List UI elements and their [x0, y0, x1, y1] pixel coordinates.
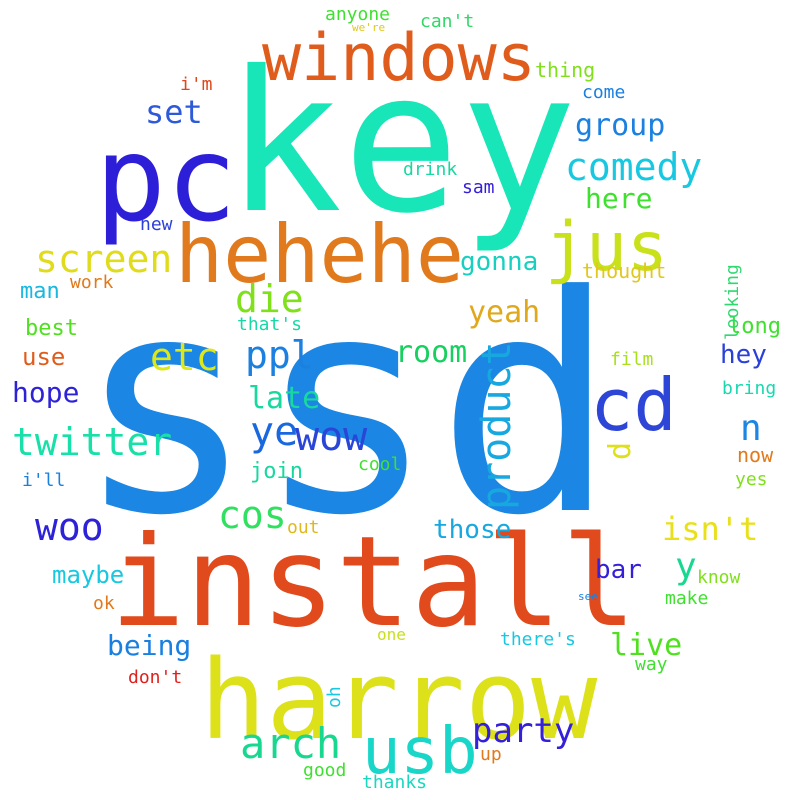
word-now: now: [737, 443, 774, 467]
word-install: install: [110, 510, 637, 655]
word-screen: screen: [35, 237, 172, 281]
word-work: work: [70, 272, 114, 293]
word-die: die: [235, 277, 304, 321]
word-see: see: [578, 590, 598, 603]
word-pc: pc: [95, 110, 237, 248]
word-come: come: [582, 82, 625, 103]
word-i-m: i'm: [180, 74, 213, 95]
word-live: live: [610, 628, 682, 663]
word-ok: ok: [93, 593, 115, 614]
word-drink: drink: [403, 159, 457, 180]
word-hope: hope: [12, 376, 79, 409]
word-long: long: [728, 314, 781, 339]
word-party: party: [472, 711, 574, 751]
word-bar: bar: [595, 555, 642, 585]
word-twitter: twitter: [12, 420, 172, 464]
word-being: being: [107, 629, 191, 662]
word-arch: arch: [240, 719, 341, 768]
word-isn-t: isn't: [662, 510, 758, 548]
word-gonna: gonna: [460, 247, 538, 277]
word-hey: hey: [720, 340, 767, 370]
word-thought: thought: [582, 259, 666, 283]
word-make: make: [665, 588, 708, 609]
word-jus: jus: [545, 208, 668, 287]
word-y: y: [675, 546, 697, 587]
word-ppl: ppl: [245, 333, 314, 377]
word-etc: etc: [150, 335, 219, 379]
word-looking: looking: [722, 264, 743, 340]
word-sam: sam: [462, 177, 495, 198]
word-use: use: [22, 343, 65, 371]
word-new: new: [140, 214, 173, 235]
word-usb: usb: [362, 715, 478, 789]
word-film: film: [610, 349, 653, 370]
word-cos: cos: [218, 493, 287, 537]
word-way: way: [635, 654, 668, 675]
word-there-s: there's: [500, 629, 576, 650]
word-thanks: thanks: [362, 772, 427, 793]
word-maybe: maybe: [52, 561, 124, 589]
word-group: group: [575, 108, 665, 143]
word-that-s: that's: [237, 314, 302, 335]
word-windows: windows: [262, 21, 536, 96]
word-hehehe: hehehe: [175, 208, 464, 301]
word-d: d: [603, 442, 638, 460]
word-yeah: yeah: [468, 295, 540, 330]
word-wow: wow: [295, 414, 368, 460]
word-can-t: can't: [420, 11, 474, 32]
word-know: know: [697, 567, 741, 588]
word-thing: thing: [535, 58, 595, 82]
word-harrow: harrow: [200, 636, 598, 764]
word-key: key: [225, 29, 577, 256]
word-i-ll: i'll: [22, 470, 65, 491]
word-late: late: [248, 381, 320, 416]
word-out: out: [287, 517, 320, 538]
word-ye: ye: [250, 409, 298, 455]
word-room: room: [395, 335, 467, 370]
word-good: good: [303, 760, 346, 781]
word-n: n: [740, 408, 762, 449]
word-one: one: [377, 625, 406, 644]
word-best: best: [25, 316, 78, 341]
word-ssd: ssd: [75, 232, 617, 581]
word-join: join: [250, 459, 303, 484]
word-don-t: don't: [128, 667, 182, 688]
word-set: set: [145, 93, 203, 131]
word-those: those: [433, 515, 511, 545]
word-product: product: [474, 341, 520, 510]
word-bring: bring: [722, 378, 776, 399]
word-oh: oh: [324, 686, 345, 708]
word-yes: yes: [735, 469, 768, 490]
word-up: up: [480, 744, 502, 765]
word-cd: cd: [590, 363, 677, 447]
word-we-re: we're: [352, 21, 385, 34]
word-anyone: anyone: [325, 4, 390, 25]
word-woo: woo: [35, 505, 104, 549]
word-here: here: [585, 182, 652, 215]
word-cool: cool: [358, 454, 401, 475]
word-comedy: comedy: [565, 145, 702, 189]
word-man: man: [20, 279, 60, 304]
